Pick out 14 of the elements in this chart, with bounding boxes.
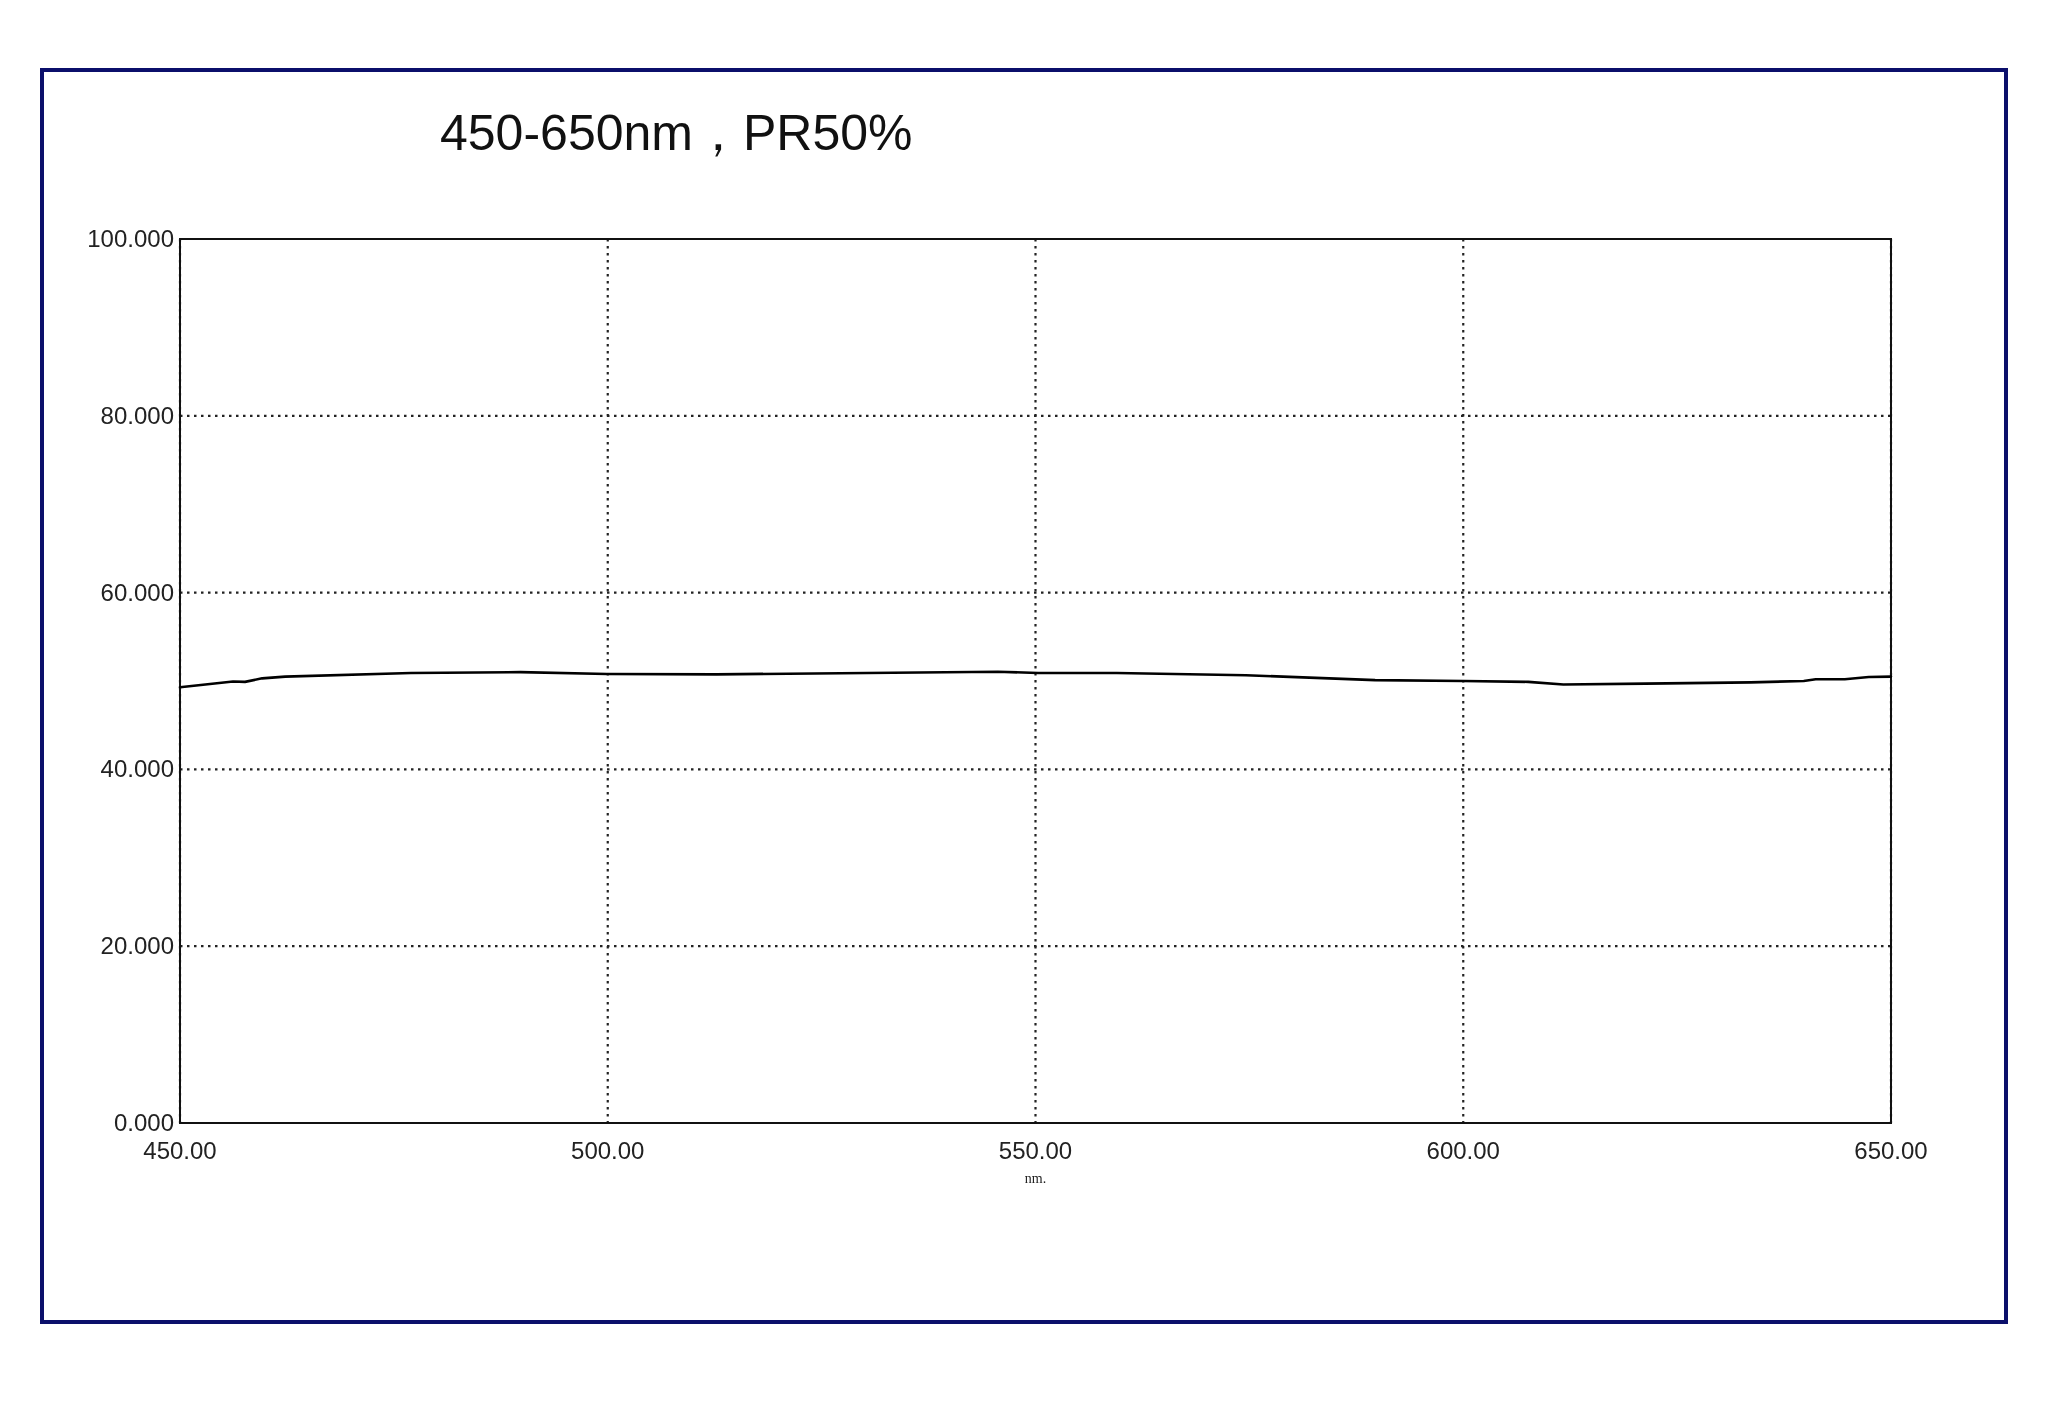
y-tick-label: 0.000 [113,1109,174,1136]
line-series [178,670,1893,689]
y-tick-label: 40.000 [100,755,174,783]
x-tick-label: 500.00 [571,1137,645,1164]
y-tick-label: 80.000 [100,401,174,429]
y-tick-label: 20.000 [100,932,174,960]
chart-title: 450-650nm，PR50% [440,105,913,161]
x-axis-title: nm. [1024,1171,1047,1186]
x-tick-label: 450.00 [143,1137,217,1164]
y-tick-label: 60.000 [100,578,174,606]
x-tick-label: 650.00 [1854,1137,1928,1164]
x-tick-label: 550.00 [998,1137,1073,1164]
x-tick-label: 600.00 [1426,1137,1500,1164]
y-tick-label: 100.000 [87,225,174,252]
